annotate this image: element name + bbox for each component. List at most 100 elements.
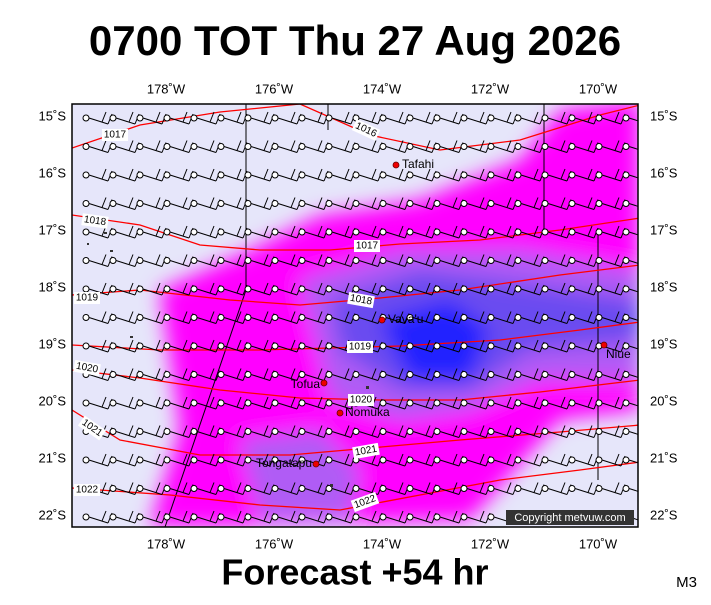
barb-station <box>298 285 306 293</box>
barb-feather <box>452 339 458 351</box>
barb-station <box>109 399 117 407</box>
barb-staff <box>304 146 325 153</box>
barb-staff <box>331 174 352 182</box>
barb-staff <box>277 174 298 182</box>
barb-feather <box>398 482 404 493</box>
barb-feather <box>317 254 323 265</box>
barb-feather <box>290 368 296 379</box>
barb-station <box>271 200 279 207</box>
barb-station <box>433 456 441 464</box>
barb-station <box>244 228 252 236</box>
barb-station <box>244 485 252 492</box>
barb-staff <box>115 288 136 296</box>
barb-station <box>217 285 225 293</box>
barb-staff <box>385 431 406 438</box>
barb-station <box>379 399 387 407</box>
barb-staff <box>142 345 163 353</box>
barb-station <box>568 456 576 464</box>
barb-station <box>163 342 171 350</box>
barb-staff <box>466 260 487 267</box>
barb-station <box>622 428 630 435</box>
barb-feather <box>614 396 620 408</box>
barb-feather <box>479 111 485 123</box>
barb-station <box>379 485 387 492</box>
barb-feather <box>642 483 646 493</box>
barb-station <box>298 399 306 407</box>
y-tick-label: 15˚S <box>39 108 67 123</box>
barb-feather <box>182 111 188 123</box>
barb-station <box>541 399 549 407</box>
barb-station <box>433 371 441 378</box>
barb-staff <box>628 402 638 407</box>
barb-feather <box>290 311 296 322</box>
barb-staff <box>574 402 595 410</box>
barb-staff <box>547 231 568 239</box>
barb-station <box>82 399 90 407</box>
barb-staff <box>547 146 568 153</box>
barb-station <box>568 228 576 236</box>
barb-feather <box>155 396 161 408</box>
barb-station <box>568 399 576 407</box>
barb-feather <box>648 257 652 267</box>
isobar-label-text: 1022 <box>76 485 99 496</box>
barb-station <box>595 200 603 207</box>
barb-feather <box>648 428 652 438</box>
barb-feather <box>101 168 107 180</box>
barb-staff <box>304 231 325 239</box>
barb-feather <box>128 311 134 322</box>
barb-staff <box>574 288 595 296</box>
isobar-label-text: 1017 <box>104 130 127 141</box>
barb-station <box>217 399 225 407</box>
barb-staff <box>628 488 638 492</box>
barb-staff <box>547 174 568 182</box>
barb-station <box>568 200 576 207</box>
barb-feather <box>587 140 593 151</box>
barb-station <box>568 314 576 321</box>
barb-staff <box>277 431 298 438</box>
barb-feather <box>182 140 188 151</box>
barb-station <box>595 143 603 150</box>
barb-station <box>487 257 495 264</box>
barb-station <box>460 399 468 407</box>
barb-station <box>109 485 117 492</box>
barb-staff <box>601 288 622 296</box>
barb-staff <box>304 317 325 324</box>
barb-feather <box>642 141 646 151</box>
barb-staff <box>574 431 595 438</box>
barb-staff <box>439 146 460 153</box>
barb-staff <box>196 288 217 296</box>
barb-station <box>244 285 252 293</box>
barb-staff <box>628 317 638 321</box>
barb-feather <box>614 197 620 208</box>
barb-feather <box>560 197 566 208</box>
barb-feather <box>182 482 188 493</box>
barb-feather <box>614 425 620 436</box>
barb-staff <box>115 374 136 381</box>
barb-feather <box>317 111 323 123</box>
barb-station <box>541 314 549 321</box>
barb-feather <box>182 510 188 522</box>
barb-feather <box>209 282 215 294</box>
barb-staff <box>196 345 217 353</box>
barb-station <box>379 371 387 378</box>
y-tick-label: 18˚S <box>39 279 67 294</box>
barb-feather <box>506 425 512 436</box>
isobar-label: 1021 <box>352 442 380 460</box>
barb-station <box>460 485 468 492</box>
barb-staff <box>115 317 136 324</box>
barb-staff <box>223 317 244 324</box>
barb-station <box>190 171 198 179</box>
barb-feather <box>128 339 134 351</box>
barb-feather <box>425 168 431 180</box>
barb-staff <box>574 231 595 239</box>
barb-feather <box>209 339 215 351</box>
barb-feather <box>155 140 161 151</box>
barb-staff <box>331 317 352 324</box>
barb-staff <box>223 516 244 524</box>
barb-feather <box>506 197 512 208</box>
barb-feather <box>101 140 107 151</box>
barb-staff <box>250 231 271 239</box>
barb-staff <box>412 317 433 324</box>
barb-station <box>190 513 198 521</box>
barb-feather <box>452 225 458 237</box>
